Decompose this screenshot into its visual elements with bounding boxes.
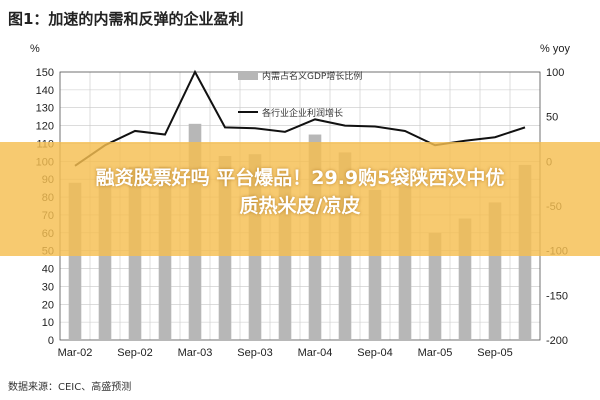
ad-overlay-text[interactable]: 融资股票好吗 平台爆品！29.9购5袋陕西汉中优 质热米皮/凉皮 bbox=[0, 164, 600, 220]
left-tick-label: 120 bbox=[36, 121, 54, 133]
legend-label-bar: 内需占名义GDP增长比例 bbox=[262, 70, 362, 82]
x-tick-label: Mar-02 bbox=[58, 347, 93, 359]
ad-overlay-line-2[interactable]: 质热米皮/凉皮 bbox=[239, 195, 361, 217]
ad-overlay-line-1[interactable]: 融资股票好吗 平台爆品！29.9购5袋陕西汉中优 bbox=[95, 167, 505, 189]
left-tick-label: 30 bbox=[42, 281, 54, 293]
x-tick-label: Sep-04 bbox=[357, 347, 392, 359]
left-tick-label: 40 bbox=[42, 264, 54, 276]
right-tick-label: 100 bbox=[546, 67, 564, 79]
legend-swatch-bar bbox=[238, 71, 258, 80]
legend: 内需占名义GDP增长比例 各行业企业利润增长 bbox=[238, 70, 362, 119]
ad-overlay-banner[interactable] bbox=[0, 142, 600, 256]
left-tick-label: 150 bbox=[36, 67, 54, 79]
left-tick-label: 130 bbox=[36, 103, 54, 115]
left-tick-label: 10 bbox=[42, 317, 54, 329]
source-note: 数据来源：CEIC、高盛预测 bbox=[8, 380, 131, 393]
right-tick-label: -200 bbox=[546, 335, 568, 347]
right-tick-label: 50 bbox=[546, 112, 558, 124]
right-axis-unit: % yoy bbox=[540, 43, 570, 55]
left-tick-label: 0 bbox=[48, 335, 54, 347]
x-tick-label: Sep-05 bbox=[477, 347, 512, 359]
legend-label-line: 各行业企业利润增长 bbox=[262, 107, 343, 119]
x-tick-label: Sep-03 bbox=[237, 347, 272, 359]
right-tick-label: -150 bbox=[546, 290, 568, 302]
left-tick-label: 20 bbox=[42, 299, 54, 311]
x-tick-label: Mar-03 bbox=[178, 347, 213, 359]
x-axis-ticks: Mar-02 Sep-02 Mar-03 Sep-03 Mar-04 Sep-04 Mar-… bbox=[58, 347, 513, 359]
left-tick-label: 140 bbox=[36, 85, 54, 97]
chart-title: 图1：加速的内需和反弹的企业盈利 bbox=[8, 10, 243, 28]
left-axis-unit: % bbox=[30, 43, 40, 55]
bar bbox=[428, 232, 442, 340]
x-tick-label: Sep-02 bbox=[117, 347, 152, 359]
x-tick-label: Mar-04 bbox=[298, 347, 333, 359]
x-tick-label: Mar-05 bbox=[418, 347, 453, 359]
